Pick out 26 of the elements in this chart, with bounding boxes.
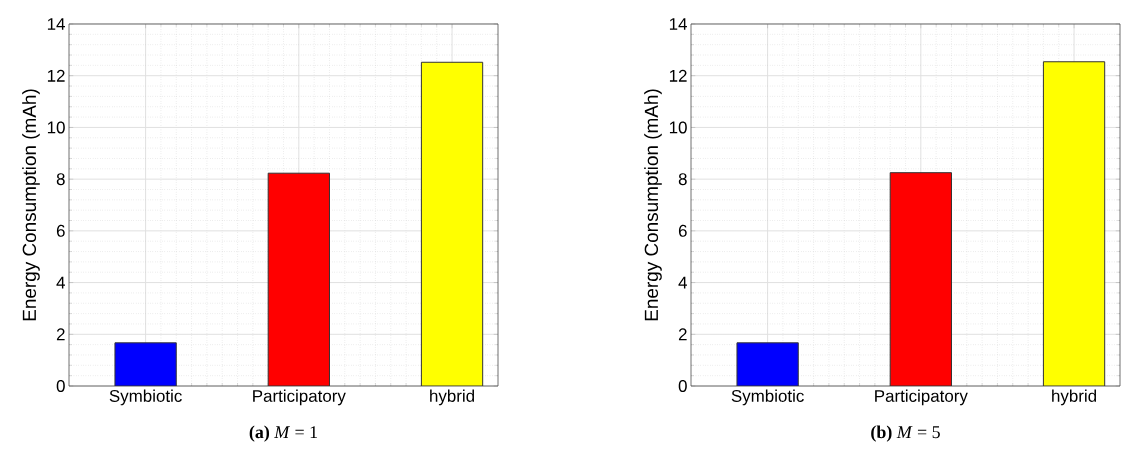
x-tick-label: hybrid [1052, 389, 1097, 406]
x-tick-label: Symbiotic [731, 389, 804, 406]
text: (a) M = 1 [249, 425, 318, 442]
y-tick-label: 8 [56, 173, 65, 186]
y-tick-label: 10 [669, 121, 687, 134]
y-axis-title: Energy Consumption (mAh) [644, 89, 662, 321]
y-tick-label: 12 [47, 69, 65, 82]
y-tick-label: 8 [678, 173, 687, 186]
y-tick-label: 6 [678, 224, 687, 237]
y-tick-label: 12 [669, 69, 687, 82]
x-tick-label: Symbiotic [109, 389, 182, 406]
y-tick-label: 2 [56, 328, 65, 341]
y-tick-label: 10 [47, 121, 65, 134]
x-tick-label: hybrid [430, 389, 475, 406]
y-tick-label: 4 [678, 276, 687, 289]
text: (b) M = 5 [871, 425, 940, 442]
y-tick-label: 2 [678, 328, 687, 341]
y-tick-label: 6 [56, 224, 65, 237]
x-tick-label: Participatory [875, 389, 968, 406]
x-tick-label: Participatory [253, 389, 346, 406]
y-tick-label: 14 [669, 18, 687, 30]
y-tick-label: 14 [47, 18, 65, 30]
y-tick-label: 0 [56, 380, 65, 392]
y-tick-label: 4 [56, 276, 65, 289]
y-tick-label: 0 [678, 380, 687, 392]
y-axis-title: Energy Consumption (mAh) [22, 89, 40, 321]
